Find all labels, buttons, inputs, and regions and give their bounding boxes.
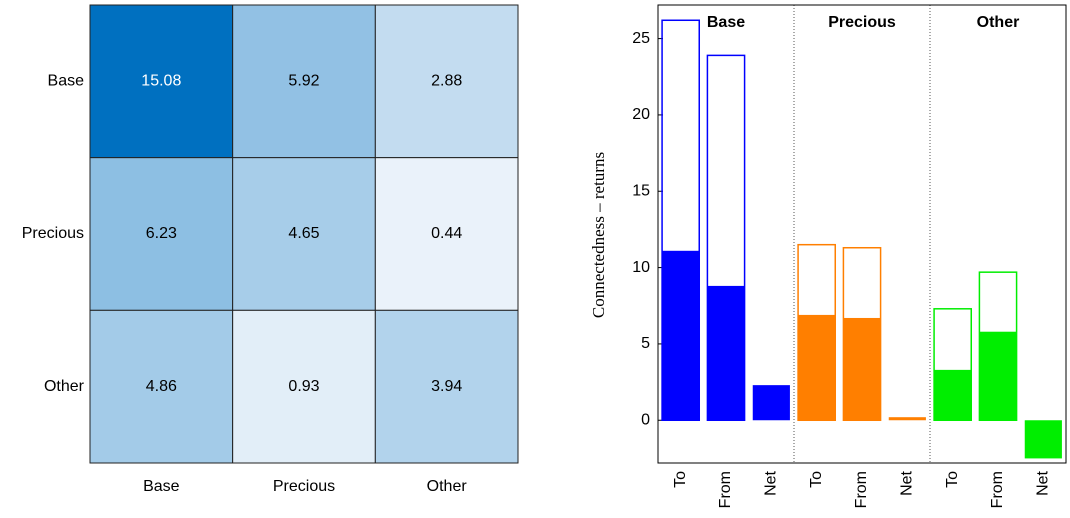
x-tick-label: To <box>808 471 825 488</box>
heatmap-cell <box>232 157 376 311</box>
cell-label: 6.23 <box>146 225 177 242</box>
y-tick-label: 15 <box>632 182 650 199</box>
cell-label: 0.93 <box>288 378 319 395</box>
x-tick-label: To <box>672 471 689 488</box>
cell-label: 5.92 <box>288 73 319 90</box>
x-tick-label: Net <box>763 470 780 495</box>
column-label: Base <box>143 478 180 495</box>
heatmap-cell <box>89 157 234 311</box>
x-tick-label: Net <box>1035 470 1052 495</box>
bar <box>979 331 1017 421</box>
y-tick-label: 5 <box>641 335 650 352</box>
group-label: Precious <box>828 14 896 31</box>
y-tick-label: 0 <box>641 411 650 428</box>
x-tick-label: From <box>989 471 1006 508</box>
bar <box>1024 420 1062 459</box>
y-axis-label: Connectedness – returns <box>589 152 608 318</box>
row-label: Base <box>48 73 85 90</box>
row-label: Precious <box>22 225 84 242</box>
y-tick-label: 20 <box>632 106 650 123</box>
bar <box>888 417 926 421</box>
heatmap-cell <box>232 309 376 464</box>
heatmap-cell <box>374 4 519 159</box>
row-label: Other <box>44 378 85 395</box>
bar <box>707 285 745 421</box>
bar <box>662 250 700 421</box>
cell-label: 4.65 <box>288 225 319 242</box>
x-tick-label: Net <box>899 470 916 495</box>
y-tick-label: 10 <box>632 259 650 276</box>
heatmap-cell <box>374 309 519 464</box>
y-tick-label: 25 <box>632 30 650 47</box>
plot-frame <box>657 4 1067 464</box>
cell-label: 0.44 <box>431 225 462 242</box>
column-label: Other <box>427 478 468 495</box>
heatmap-cell <box>374 157 519 311</box>
cell-label: 4.86 <box>146 378 177 395</box>
group-label: Base <box>707 14 745 31</box>
cell-label: 3.94 <box>431 378 462 395</box>
heatmap-cell <box>89 4 234 159</box>
cell-label: 2.88 <box>431 73 462 90</box>
heatmap-cell <box>89 309 234 464</box>
bar <box>752 385 790 421</box>
x-tick-label: From <box>853 471 870 508</box>
bar <box>843 317 881 421</box>
x-tick-label: From <box>717 471 734 508</box>
cell-label: 15.08 <box>141 73 181 90</box>
bar <box>798 314 836 421</box>
group-label: Other <box>977 14 1020 31</box>
column-label: Precious <box>273 478 335 495</box>
bar <box>934 369 972 421</box>
x-tick-label: To <box>944 471 961 488</box>
heatmap-cell <box>232 4 376 159</box>
